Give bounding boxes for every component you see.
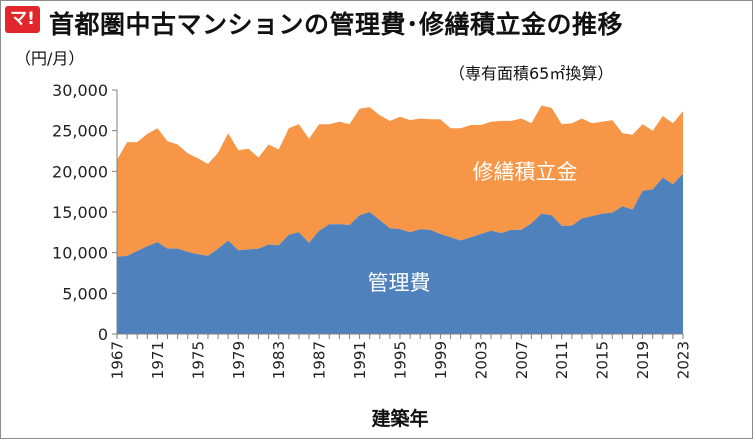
x-tick-label: 2003: [472, 341, 490, 379]
y-tick-label: 0: [98, 325, 108, 344]
series-area-repair-reserve: [117, 105, 683, 257]
x-tick-label: 2019: [634, 341, 652, 379]
x-tick-label: 2007: [513, 341, 531, 379]
x-tick-label: 1983: [270, 341, 288, 379]
x-tick-label: 2023: [675, 341, 693, 379]
x-tick-label: 1971: [149, 341, 167, 379]
series-label-repair-reserve: 修繕積立金: [473, 160, 578, 184]
y-tick-label: 15,000: [52, 203, 108, 222]
y-tick-label: 25,000: [52, 122, 108, 141]
x-tick-label: 2011: [553, 341, 571, 379]
x-tick-label: 2015: [594, 341, 612, 379]
x-tick-label: 1999: [432, 341, 450, 379]
chart-title: 首都圏中古マンションの管理費･修繕積立金の推移: [49, 10, 624, 39]
series-area-management-fee: [117, 173, 683, 334]
x-tick-label: 1987: [311, 341, 329, 379]
y-tick-label: 5,000: [62, 284, 108, 303]
x-axis-title: 建築年: [371, 407, 428, 430]
x-tick-label: 1979: [230, 341, 248, 379]
site-logo: マ!: [5, 6, 40, 33]
y-tick-label: 30,000: [52, 81, 108, 100]
y-tick-label: 10,000: [52, 244, 108, 263]
x-tick-label: 1975: [189, 341, 207, 379]
x-tick-label: 1967: [109, 341, 127, 379]
x-tick-label: 1991: [351, 341, 369, 379]
series-label-management-fee: 管理費: [368, 271, 431, 295]
y-tick-label: 20,000: [52, 162, 108, 181]
x-tick-label: 1995: [392, 341, 410, 379]
y-axis-unit: （円/月）: [15, 49, 85, 68]
chart-subtitle: （専有面積65㎡換算）: [449, 64, 614, 83]
